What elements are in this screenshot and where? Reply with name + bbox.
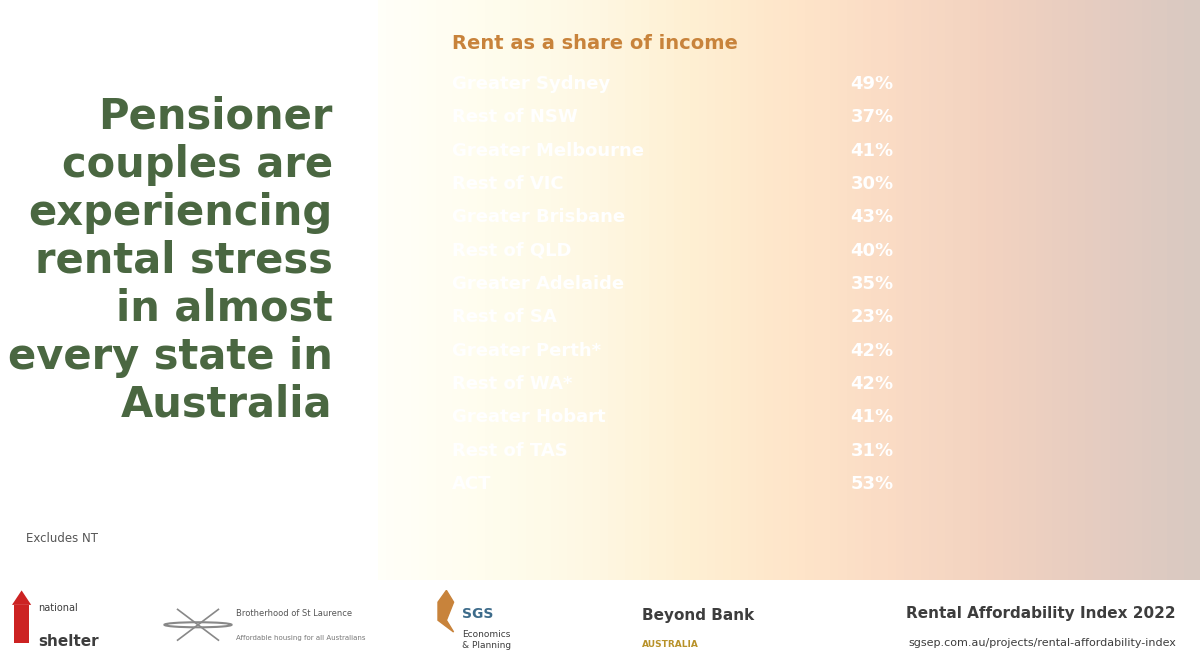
Text: sgsep.com.au/projects/rental-affordability-index: sgsep.com.au/projects/rental-affordabili…: [908, 638, 1176, 648]
Text: 31%: 31%: [851, 442, 894, 460]
Text: AUSTRALIA: AUSTRALIA: [642, 640, 698, 649]
Text: Greater Sydney: Greater Sydney: [452, 75, 611, 93]
Text: 42%: 42%: [851, 375, 894, 393]
Text: Rest of SA: Rest of SA: [452, 308, 557, 326]
Text: Beyond Bank: Beyond Bank: [642, 608, 755, 623]
Text: Rental Affordability Index 2022: Rental Affordability Index 2022: [906, 606, 1176, 621]
Text: Greater Hobart: Greater Hobart: [452, 408, 606, 426]
Text: Greater Perth*: Greater Perth*: [452, 342, 601, 360]
Text: Rest of VIC: Rest of VIC: [452, 175, 564, 193]
Text: 43%: 43%: [851, 208, 894, 226]
Text: Excludes NT: Excludes NT: [26, 532, 98, 545]
Text: Greater Melbourne: Greater Melbourne: [452, 141, 644, 159]
Text: Pensioner
couples are
experiencing
rental stress
in almost
every state in
Austra: Pensioner couples are experiencing renta…: [7, 96, 332, 425]
Text: 49%: 49%: [851, 75, 894, 93]
Text: national: national: [38, 604, 78, 614]
Text: 42%: 42%: [851, 342, 894, 360]
Text: SGS: SGS: [462, 607, 493, 621]
Text: 40%: 40%: [851, 242, 894, 260]
Text: 41%: 41%: [851, 408, 894, 426]
Text: Brotherhood of St Laurence: Brotherhood of St Laurence: [236, 610, 353, 618]
Text: 37%: 37%: [851, 109, 894, 127]
Polygon shape: [438, 590, 454, 632]
Text: Affordable housing for all Australians: Affordable housing for all Australians: [236, 635, 366, 641]
Polygon shape: [12, 590, 31, 605]
Text: Rest of WA*: Rest of WA*: [452, 375, 572, 393]
Text: Rest of NSW: Rest of NSW: [452, 109, 577, 127]
Text: 41%: 41%: [851, 141, 894, 159]
Bar: [14, 605, 29, 643]
Text: shelter: shelter: [38, 634, 100, 649]
Text: Economics
& Planning: Economics & Planning: [462, 630, 511, 650]
Text: 30%: 30%: [851, 175, 894, 193]
Text: ACT: ACT: [452, 475, 492, 493]
Text: 53%: 53%: [851, 475, 894, 493]
Text: 23%: 23%: [851, 308, 894, 326]
Text: Rest of TAS: Rest of TAS: [452, 442, 568, 460]
Text: 35%: 35%: [851, 275, 894, 293]
Text: Greater Brisbane: Greater Brisbane: [452, 208, 625, 226]
Text: Rest of QLD: Rest of QLD: [452, 242, 571, 260]
Text: Greater Adelaide: Greater Adelaide: [452, 275, 624, 293]
Text: Rent as a share of income: Rent as a share of income: [452, 34, 738, 53]
